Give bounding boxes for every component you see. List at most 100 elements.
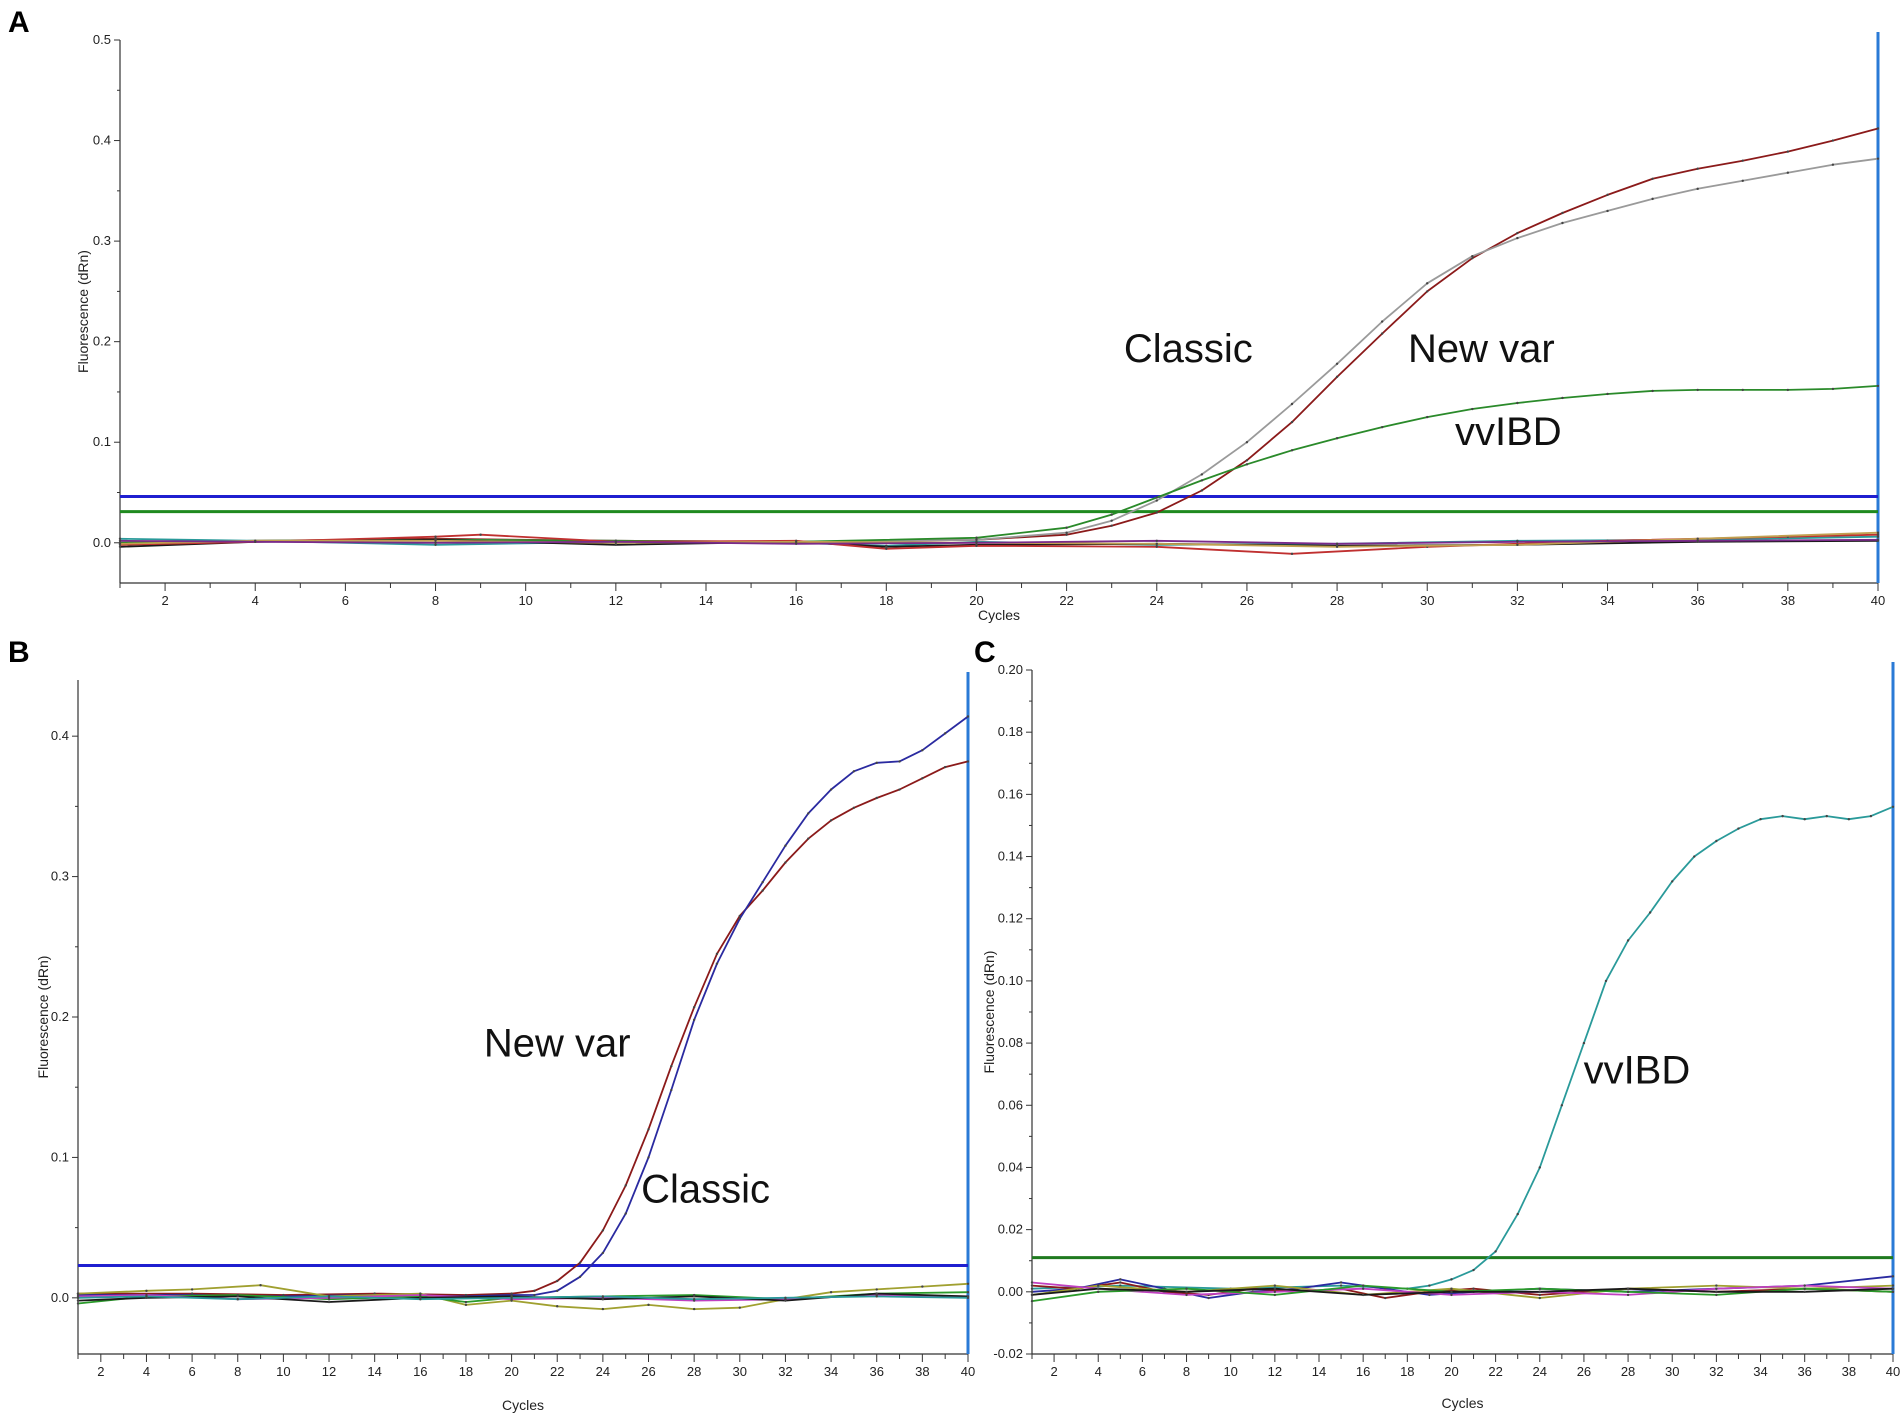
data-point	[1803, 1290, 1806, 1294]
data-point	[1715, 1287, 1718, 1290]
data-point	[1200, 479, 1204, 482]
y-tick-label: 0.04	[998, 1159, 1023, 1174]
data-point	[1626, 1287, 1630, 1290]
data-point	[1786, 388, 1790, 392]
data-point	[1741, 179, 1744, 182]
data-point	[434, 535, 437, 538]
data-point	[1290, 420, 1294, 424]
data-point	[1604, 979, 1608, 983]
data-point	[1671, 880, 1674, 883]
data-point	[1516, 236, 1519, 240]
x-tick-label: 34	[1600, 593, 1614, 608]
data-point	[829, 788, 833, 791]
data-point	[1696, 187, 1699, 191]
data-point	[1155, 539, 1158, 542]
y-tick-label: 0.14	[998, 849, 1023, 864]
data-point	[1891, 1284, 1895, 1287]
data-point	[1741, 388, 1744, 392]
series-annotation: Classic	[1124, 327, 1253, 371]
x-tick-label: 24	[596, 1364, 610, 1379]
x-tick-label: 12	[609, 593, 623, 608]
data-point	[647, 1303, 650, 1307]
data-point	[1245, 441, 1249, 444]
data-point	[1155, 542, 1158, 545]
data-point	[784, 1296, 787, 1300]
x-tick-label: 36	[869, 1364, 883, 1379]
data-point	[1428, 1284, 1431, 1287]
data-point	[1606, 392, 1609, 396]
data-point	[1097, 1287, 1100, 1290]
data-point	[875, 1292, 878, 1295]
data-point	[1847, 818, 1851, 821]
data-point	[829, 819, 833, 822]
data-point	[738, 917, 741, 920]
data-point	[975, 538, 978, 541]
x-tick-label: 38	[915, 1364, 929, 1379]
data-point	[670, 1088, 673, 1092]
data-point	[1759, 818, 1762, 821]
x-tick-label: 8	[432, 593, 439, 608]
data-point	[1494, 1250, 1497, 1253]
data-point	[975, 541, 978, 544]
data-point	[1781, 814, 1784, 818]
y-tick-label: 0.02	[998, 1222, 1023, 1237]
x-tick-label: 16	[413, 1364, 427, 1379]
data-point	[556, 1279, 559, 1283]
data-point	[1273, 1284, 1277, 1287]
data-point	[1696, 539, 1699, 542]
data-point	[1516, 543, 1519, 546]
y-tick-label: 0.06	[998, 1097, 1023, 1112]
x-tick-label: 32	[1709, 1364, 1723, 1379]
panel-b: B2 4 6 8 10 12 14 16 18 20 22 24 26 28 30 32 34 36 38 400.0…	[8, 636, 975, 1413]
data-point	[1450, 1278, 1453, 1281]
data-point	[1185, 1287, 1188, 1290]
data-point	[578, 1261, 582, 1264]
series-annotation: New var	[1408, 327, 1555, 371]
data-point	[1538, 1290, 1541, 1294]
data-point	[875, 1288, 878, 1291]
x-tick-label: 26	[641, 1364, 655, 1379]
data-point	[1626, 939, 1630, 942]
data-point	[761, 889, 764, 892]
data-point	[1273, 1293, 1277, 1297]
data-point	[533, 1289, 536, 1293]
x-tick-label: 16	[789, 593, 803, 608]
data-point	[1538, 1296, 1541, 1300]
x-tick-label: 4	[1095, 1364, 1102, 1379]
data-point	[1786, 171, 1790, 174]
data-point	[1097, 1284, 1100, 1287]
data-point	[1715, 1293, 1718, 1297]
data-point	[76, 1302, 80, 1305]
data-point	[715, 962, 719, 965]
data-point	[975, 544, 978, 547]
data-point	[1335, 545, 1339, 548]
data-point	[1626, 1293, 1630, 1297]
data-point	[1560, 1104, 1564, 1107]
data-point	[614, 540, 618, 543]
data-point	[852, 806, 856, 809]
data-point	[614, 543, 618, 546]
x-tick-label: 38	[1781, 593, 1795, 608]
data-point	[1335, 437, 1339, 440]
x-axis-title: Cycles	[978, 607, 1020, 623]
data-point	[943, 765, 947, 769]
data-point	[1335, 542, 1339, 545]
data-point	[327, 1300, 331, 1304]
data-point	[1200, 489, 1204, 492]
series-annotation: vvIBD	[1584, 1049, 1691, 1093]
data-point	[1290, 402, 1294, 406]
data-point	[434, 541, 437, 544]
x-tick-label: 8	[1183, 1364, 1190, 1379]
data-point	[1335, 362, 1339, 365]
data-point	[1869, 814, 1873, 818]
data-point	[1803, 1284, 1806, 1287]
data-point	[1538, 1287, 1541, 1290]
data-point	[921, 1285, 924, 1288]
y-tick-label: 0.4	[93, 133, 111, 148]
data-point	[145, 1295, 148, 1298]
y-tick-label: 0.0	[93, 535, 111, 550]
x-tick-label: 14	[699, 593, 713, 608]
data-point	[76, 1292, 80, 1295]
data-point	[966, 715, 970, 718]
x-tick-label: 14	[1312, 1364, 1326, 1379]
